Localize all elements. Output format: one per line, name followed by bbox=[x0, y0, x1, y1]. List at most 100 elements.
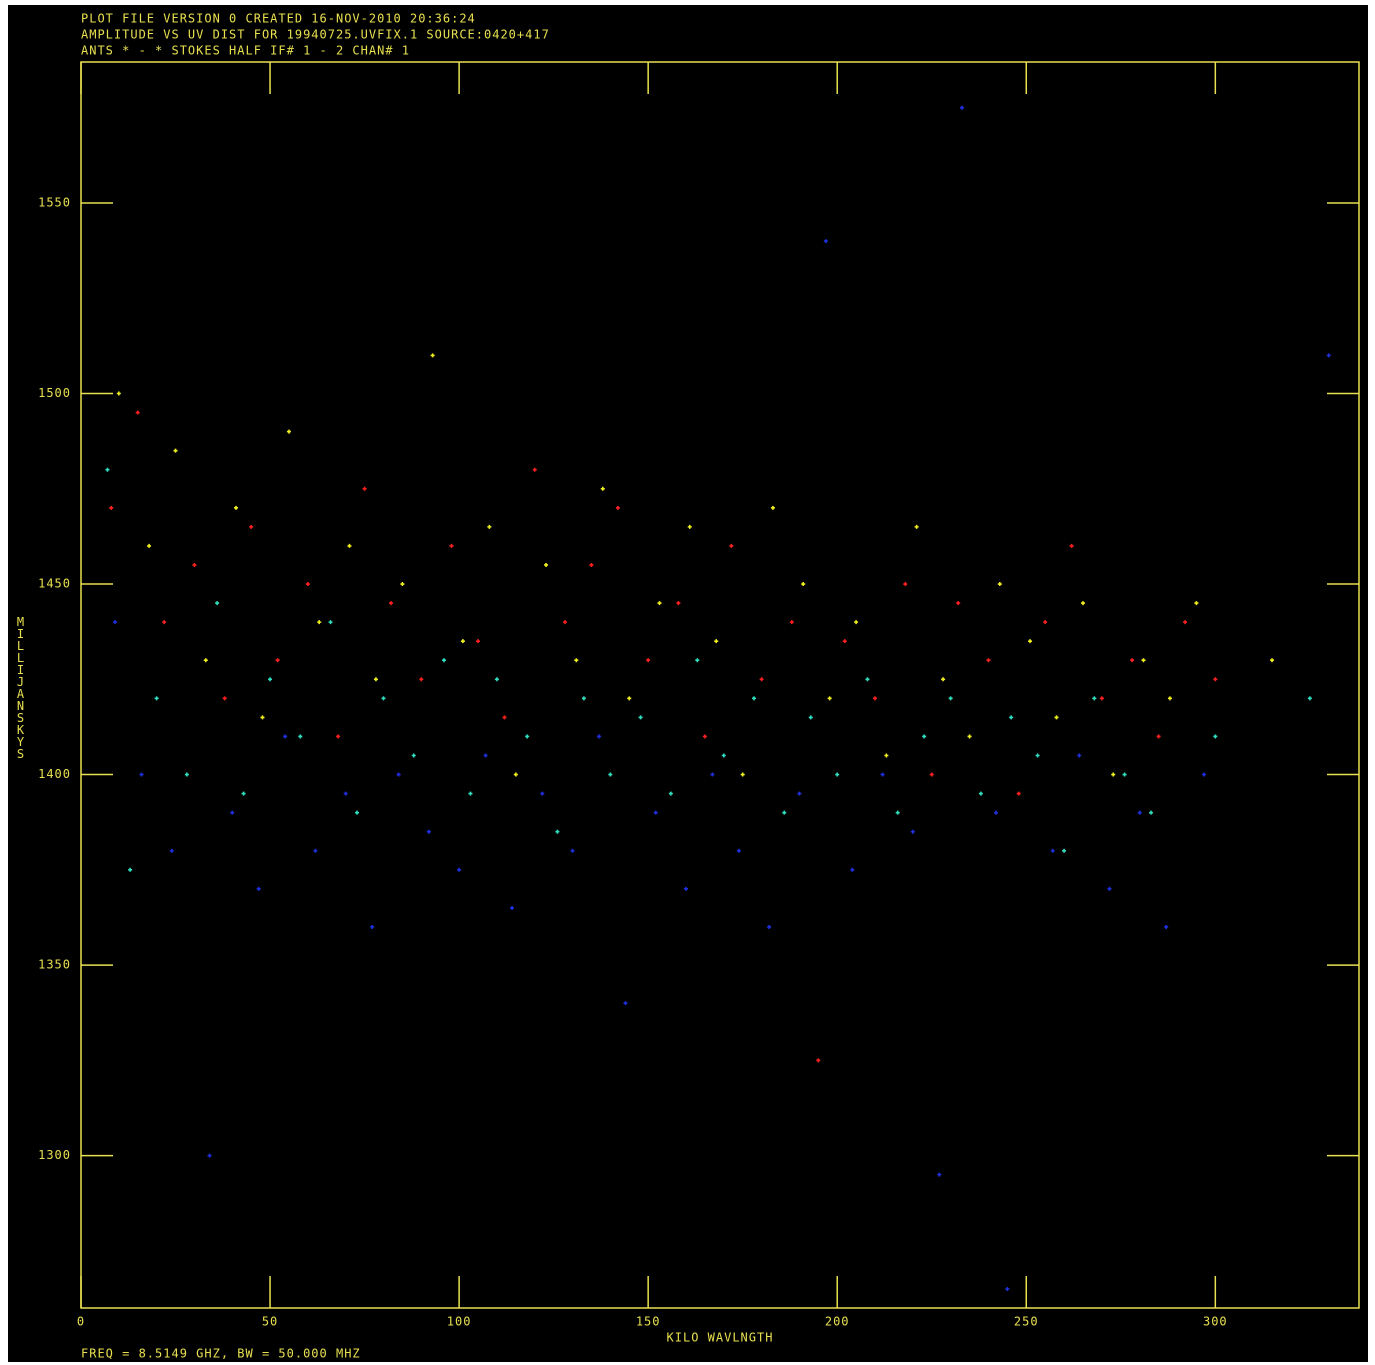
data-point bbox=[929, 772, 934, 777]
data-point bbox=[589, 562, 594, 567]
data-point bbox=[910, 829, 915, 834]
data-point bbox=[702, 734, 707, 739]
data-point bbox=[1069, 543, 1074, 548]
data-point bbox=[343, 791, 348, 796]
data-point bbox=[1194, 601, 1199, 606]
data-point bbox=[460, 639, 465, 644]
data-point bbox=[1149, 810, 1154, 815]
data-point bbox=[275, 658, 280, 663]
data-point bbox=[184, 772, 189, 777]
data-point bbox=[347, 543, 352, 548]
data-point bbox=[116, 391, 121, 396]
data-point bbox=[842, 639, 847, 644]
data-point bbox=[600, 486, 605, 491]
data-point bbox=[154, 696, 159, 701]
data-point bbox=[823, 239, 828, 244]
data-point bbox=[959, 105, 964, 110]
x-tick-label: 200 bbox=[825, 1315, 850, 1329]
data-point bbox=[396, 772, 401, 777]
data-point bbox=[623, 1001, 628, 1006]
data-point bbox=[615, 505, 620, 510]
data-point bbox=[1077, 753, 1082, 758]
data-point bbox=[668, 791, 673, 796]
data-point bbox=[1164, 924, 1169, 929]
y-tick-label: 1450 bbox=[38, 577, 71, 591]
data-point bbox=[676, 601, 681, 606]
data-point bbox=[653, 810, 658, 815]
data-point bbox=[797, 791, 802, 796]
data-point bbox=[1201, 772, 1206, 777]
data-point bbox=[721, 753, 726, 758]
data-point bbox=[808, 715, 813, 720]
data-point bbox=[941, 677, 946, 682]
data-point bbox=[1141, 658, 1146, 663]
data-point bbox=[502, 715, 507, 720]
data-point bbox=[646, 658, 651, 663]
data-point bbox=[109, 505, 114, 510]
data-point bbox=[317, 620, 322, 625]
data-point bbox=[1107, 886, 1112, 891]
data-point bbox=[510, 905, 515, 910]
data-point bbox=[241, 791, 246, 796]
data-point bbox=[816, 1058, 821, 1063]
data-point bbox=[1326, 353, 1331, 358]
data-point bbox=[997, 582, 1002, 587]
data-point bbox=[230, 810, 235, 815]
data-point bbox=[476, 639, 481, 644]
data-point bbox=[105, 467, 110, 472]
data-point bbox=[286, 429, 291, 434]
data-point bbox=[695, 658, 700, 663]
data-point bbox=[483, 753, 488, 758]
data-point bbox=[978, 791, 983, 796]
y-axis-label: MILLIJANSKYS bbox=[14, 615, 28, 759]
data-point bbox=[922, 734, 927, 739]
footnote: FREQ = 8.5149 GHZ, BW = 50.000 MHZ bbox=[81, 1347, 361, 1361]
data-point bbox=[355, 810, 360, 815]
data-point bbox=[1183, 620, 1188, 625]
data-point bbox=[441, 658, 446, 663]
x-tick-label: 50 bbox=[262, 1315, 278, 1329]
x-tick-label: 250 bbox=[1014, 1315, 1039, 1329]
data-point bbox=[203, 658, 208, 663]
data-point bbox=[173, 448, 178, 453]
header-line: PLOT FILE VERSION 0 CREATED 16-NOV-2010 … bbox=[81, 12, 476, 26]
data-point bbox=[1130, 658, 1135, 663]
data-point bbox=[494, 677, 499, 682]
data-point bbox=[729, 543, 734, 548]
data-point bbox=[767, 924, 772, 929]
data-point bbox=[1137, 810, 1142, 815]
data-point bbox=[513, 772, 518, 777]
data-point bbox=[1062, 848, 1067, 853]
data-point bbox=[370, 924, 375, 929]
data-point bbox=[948, 696, 953, 701]
data-point bbox=[426, 829, 431, 834]
data-point bbox=[389, 601, 394, 606]
data-point bbox=[1213, 677, 1218, 682]
data-point bbox=[562, 620, 567, 625]
data-point bbox=[657, 601, 662, 606]
data-point bbox=[854, 620, 859, 625]
data-point bbox=[362, 486, 367, 491]
y-tick-label: 1500 bbox=[38, 386, 71, 400]
data-point bbox=[956, 601, 961, 606]
x-tick-label: 150 bbox=[636, 1315, 661, 1329]
x-tick-label: 0 bbox=[77, 1315, 85, 1329]
data-point bbox=[249, 524, 254, 529]
data-point bbox=[827, 696, 832, 701]
data-point bbox=[937, 1172, 942, 1177]
data-point bbox=[532, 467, 537, 472]
data-point bbox=[487, 524, 492, 529]
data-point bbox=[752, 696, 757, 701]
data-point bbox=[903, 582, 908, 587]
data-point bbox=[967, 734, 972, 739]
data-point bbox=[283, 734, 288, 739]
data-point bbox=[850, 867, 855, 872]
data-point bbox=[1080, 601, 1085, 606]
data-point bbox=[256, 886, 261, 891]
data-point bbox=[468, 791, 473, 796]
data-point bbox=[449, 543, 454, 548]
data-point bbox=[736, 848, 741, 853]
data-point bbox=[411, 753, 416, 758]
data-point bbox=[1307, 696, 1312, 701]
